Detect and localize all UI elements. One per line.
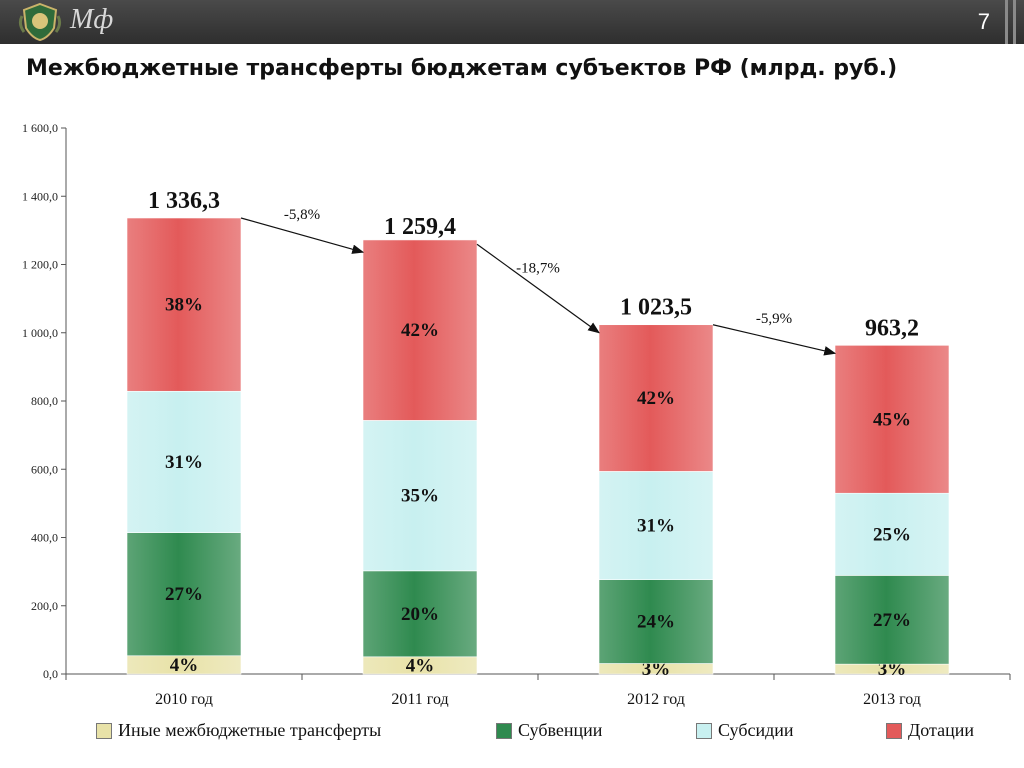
x-tick-label: 2012 год bbox=[627, 691, 685, 708]
y-tick-label: 1 000,0 bbox=[22, 326, 58, 340]
change-arrow bbox=[712, 324, 837, 356]
page-number: 7 bbox=[977, 9, 990, 34]
segment-percent-label: 24% bbox=[637, 612, 675, 633]
legend-item-grants: Дотации bbox=[886, 720, 974, 741]
x-tick-label: 2010 год bbox=[155, 691, 213, 708]
segment-percent-label: 27% bbox=[165, 584, 203, 605]
legend-label: Субсидии bbox=[718, 720, 794, 740]
ministry-emblem-icon bbox=[18, 2, 62, 42]
bar-segment bbox=[362, 239, 478, 421]
brand-logo: Мф bbox=[70, 4, 114, 35]
bar-segment bbox=[834, 575, 950, 665]
segment-percent-label: 42% bbox=[401, 320, 439, 341]
bar-segment bbox=[362, 420, 478, 572]
x-tick-label: 2011 год bbox=[391, 691, 448, 708]
total-value-label: 1 336,3 bbox=[148, 188, 220, 214]
segment-percent-label: 4% bbox=[406, 655, 435, 676]
segment-percent-label: 31% bbox=[165, 452, 203, 473]
total-value-label: 963,2 bbox=[865, 315, 919, 341]
bar-segment bbox=[598, 579, 714, 664]
legend-swatch bbox=[696, 722, 712, 739]
y-tick-label: 200,0 bbox=[31, 599, 58, 613]
total-value-label: 1 259,4 bbox=[384, 214, 456, 240]
legend-label: Дотации bbox=[908, 720, 975, 740]
y-tick-label: 1 200,0 bbox=[22, 258, 58, 272]
bar-segment bbox=[126, 217, 242, 392]
legend-swatch bbox=[496, 722, 512, 739]
legend-item-subsidies: Субсидии bbox=[696, 720, 794, 741]
segment-percent-label: 31% bbox=[637, 516, 675, 537]
y-tick-label: 1 600,0 bbox=[22, 121, 58, 135]
change-arrow bbox=[476, 243, 600, 334]
segment-percent-label: 45% bbox=[873, 409, 911, 430]
x-tick-label: 2013 год bbox=[863, 691, 921, 708]
change-percent-label: -5,8% bbox=[284, 207, 320, 223]
change-arrow bbox=[240, 217, 365, 254]
bar-segment bbox=[834, 492, 950, 576]
segment-percent-label: 27% bbox=[873, 610, 911, 631]
segment-percent-label: 38% bbox=[165, 295, 203, 316]
y-tick-label: 1 400,0 bbox=[22, 189, 58, 203]
change-percent-label: -18,7% bbox=[516, 260, 560, 276]
bar-segment bbox=[598, 324, 714, 472]
bar-segment bbox=[598, 471, 714, 580]
segment-percent-label: 20% bbox=[401, 604, 439, 625]
header-bar: Мф 7 bbox=[0, 0, 1024, 44]
legend-swatch bbox=[96, 722, 112, 739]
y-tick-label: 400,0 bbox=[31, 531, 58, 545]
change-percent-label: -5,9% bbox=[756, 311, 792, 327]
legend-item-subventions: Субвенции bbox=[496, 720, 602, 741]
bar-segment bbox=[834, 345, 950, 494]
legend-swatch bbox=[886, 722, 902, 739]
y-tick-label: 800,0 bbox=[31, 394, 58, 408]
y-tick-label: 0,0 bbox=[43, 667, 58, 681]
segment-percent-label: 42% bbox=[637, 388, 675, 409]
total-value-label: 1 023,5 bbox=[620, 295, 692, 321]
segment-percent-label: 4% bbox=[170, 655, 199, 676]
legend-label: Иные межбюджетные трансферты bbox=[118, 720, 382, 740]
segment-percent-label: 35% bbox=[401, 486, 439, 507]
legend-item-other: Иные межбюджетные трансферты bbox=[96, 720, 381, 741]
page-title: Межбюджетные трансферты бюджетам субъект… bbox=[26, 56, 898, 81]
chart-legend: Иные межбюджетные трансферты Субвенции С… bbox=[0, 720, 1024, 746]
segment-percent-label: 25% bbox=[873, 524, 911, 545]
legend-label: Субвенции bbox=[518, 720, 603, 740]
bar-segment bbox=[126, 390, 242, 533]
segment-percent-label: 3% bbox=[642, 659, 671, 680]
stacked-bar-chart: 0,0 200,0 400,0 600,0 800,0 1 000,0 1 200,0 1 4… bbox=[22, 121, 1011, 708]
y-tick-label: 600,0 bbox=[31, 462, 58, 476]
